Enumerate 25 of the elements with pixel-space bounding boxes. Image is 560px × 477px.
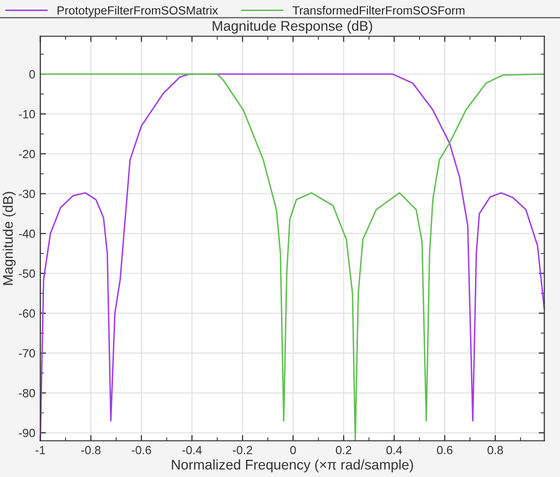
legend-label: TransformedFilterFromSOSForm	[292, 6, 464, 15]
legend-label: PrototypeFilterFromSOSMatrix	[58, 6, 218, 17]
x-tick-label: -0.2	[232, 446, 252, 454]
x-tick-label: 0.6	[436, 446, 452, 454]
x-tick-label: -0.4	[182, 446, 202, 454]
x-tick-label: 0	[290, 446, 296, 454]
x-tick-label: 0.8	[488, 446, 503, 454]
y-tick-label: -30	[18, 190, 35, 198]
y-tick-label: -40	[18, 230, 35, 238]
x-tick-label: 0.4	[386, 446, 402, 454]
y-tick-label: -20	[18, 150, 35, 158]
x-tick-label: -1	[36, 446, 45, 454]
y-tick-label: -80	[18, 388, 35, 398]
y-tick-label: -60	[18, 309, 35, 318]
y-tick-label: -10	[18, 110, 35, 118]
y-tick-label: -90	[18, 428, 35, 438]
chart-title: Magnitude Response (dB)	[212, 20, 372, 34]
y-tick-label: -50	[18, 269, 35, 278]
y-axis-title: Magnitude (dB)	[2, 192, 16, 285]
x-tick-label: 0.2	[336, 446, 352, 454]
x-tick-label: -0.8	[81, 446, 101, 454]
x-axis-title: Normalized Frequency (×π rad/sample)	[172, 459, 414, 472]
y-tick-label: 0	[29, 70, 35, 79]
y-tick-label: -70	[18, 349, 35, 358]
x-tick-label: -0.6	[132, 446, 152, 454]
